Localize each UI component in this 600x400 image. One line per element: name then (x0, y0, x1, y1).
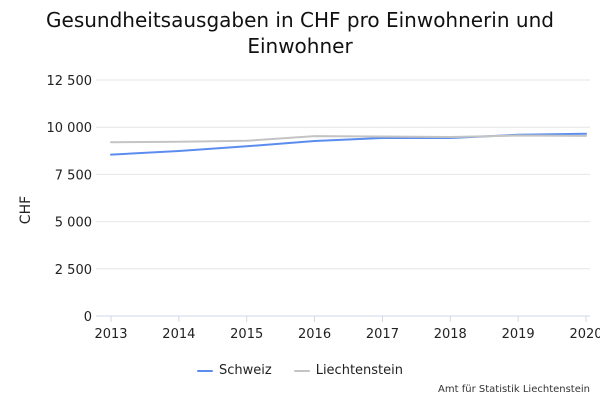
x-tick-label: 2016 (298, 327, 331, 342)
axes: 0 2 500 5 000 7 500 10 000 12 500 2013 2014 2015… (47, 74, 600, 342)
x-tick-label: 2013 (94, 327, 127, 342)
legend: Schweiz Liechtenstein (0, 363, 600, 378)
x-tick-label: 2014 (162, 327, 195, 342)
series-line-liechtenstein (110, 134, 587, 144)
x-tick-label: 2020 (569, 327, 600, 342)
x-tick-label: 2018 (434, 327, 467, 342)
y-axis-label: CHF (18, 196, 34, 224)
x-tick-label: 2015 (230, 327, 263, 342)
x-tick-label: 2019 (502, 327, 535, 342)
source-credit: Amt für Statistik Liechtenstein (438, 384, 590, 395)
chart-title-line-1: Gesundheitsausgaben in CHF pro Einwohner… (46, 8, 554, 32)
chart-title-line-2: Einwohner (247, 34, 353, 58)
legend-item-schweiz[interactable]: Schweiz (196, 363, 272, 378)
legend-label-liechtenstein: Liechtenstein (315, 363, 403, 378)
y-tick-label: 5 000 (55, 216, 92, 231)
y-tick-label: 10 000 (47, 121, 93, 136)
grid-lines (96, 79, 590, 270)
legend-swatch-schweiz (196, 369, 213, 372)
chart-title: Gesundheitsausgaben in CHF pro Einwohner… (0, 7, 600, 59)
y-tick-label: 2 500 (55, 263, 92, 278)
legend-swatch-liechtenstein (293, 369, 310, 372)
series-lines (110, 132, 587, 156)
y-tick-label: 12 500 (47, 74, 93, 89)
x-tick-label: 2017 (366, 327, 399, 342)
legend-item-liechtenstein[interactable]: Liechtenstein (293, 363, 403, 378)
legend-label-schweiz: Schweiz (218, 363, 272, 378)
y-tick-label: 0 (84, 310, 92, 325)
y-tick-label: 7 500 (55, 168, 92, 183)
